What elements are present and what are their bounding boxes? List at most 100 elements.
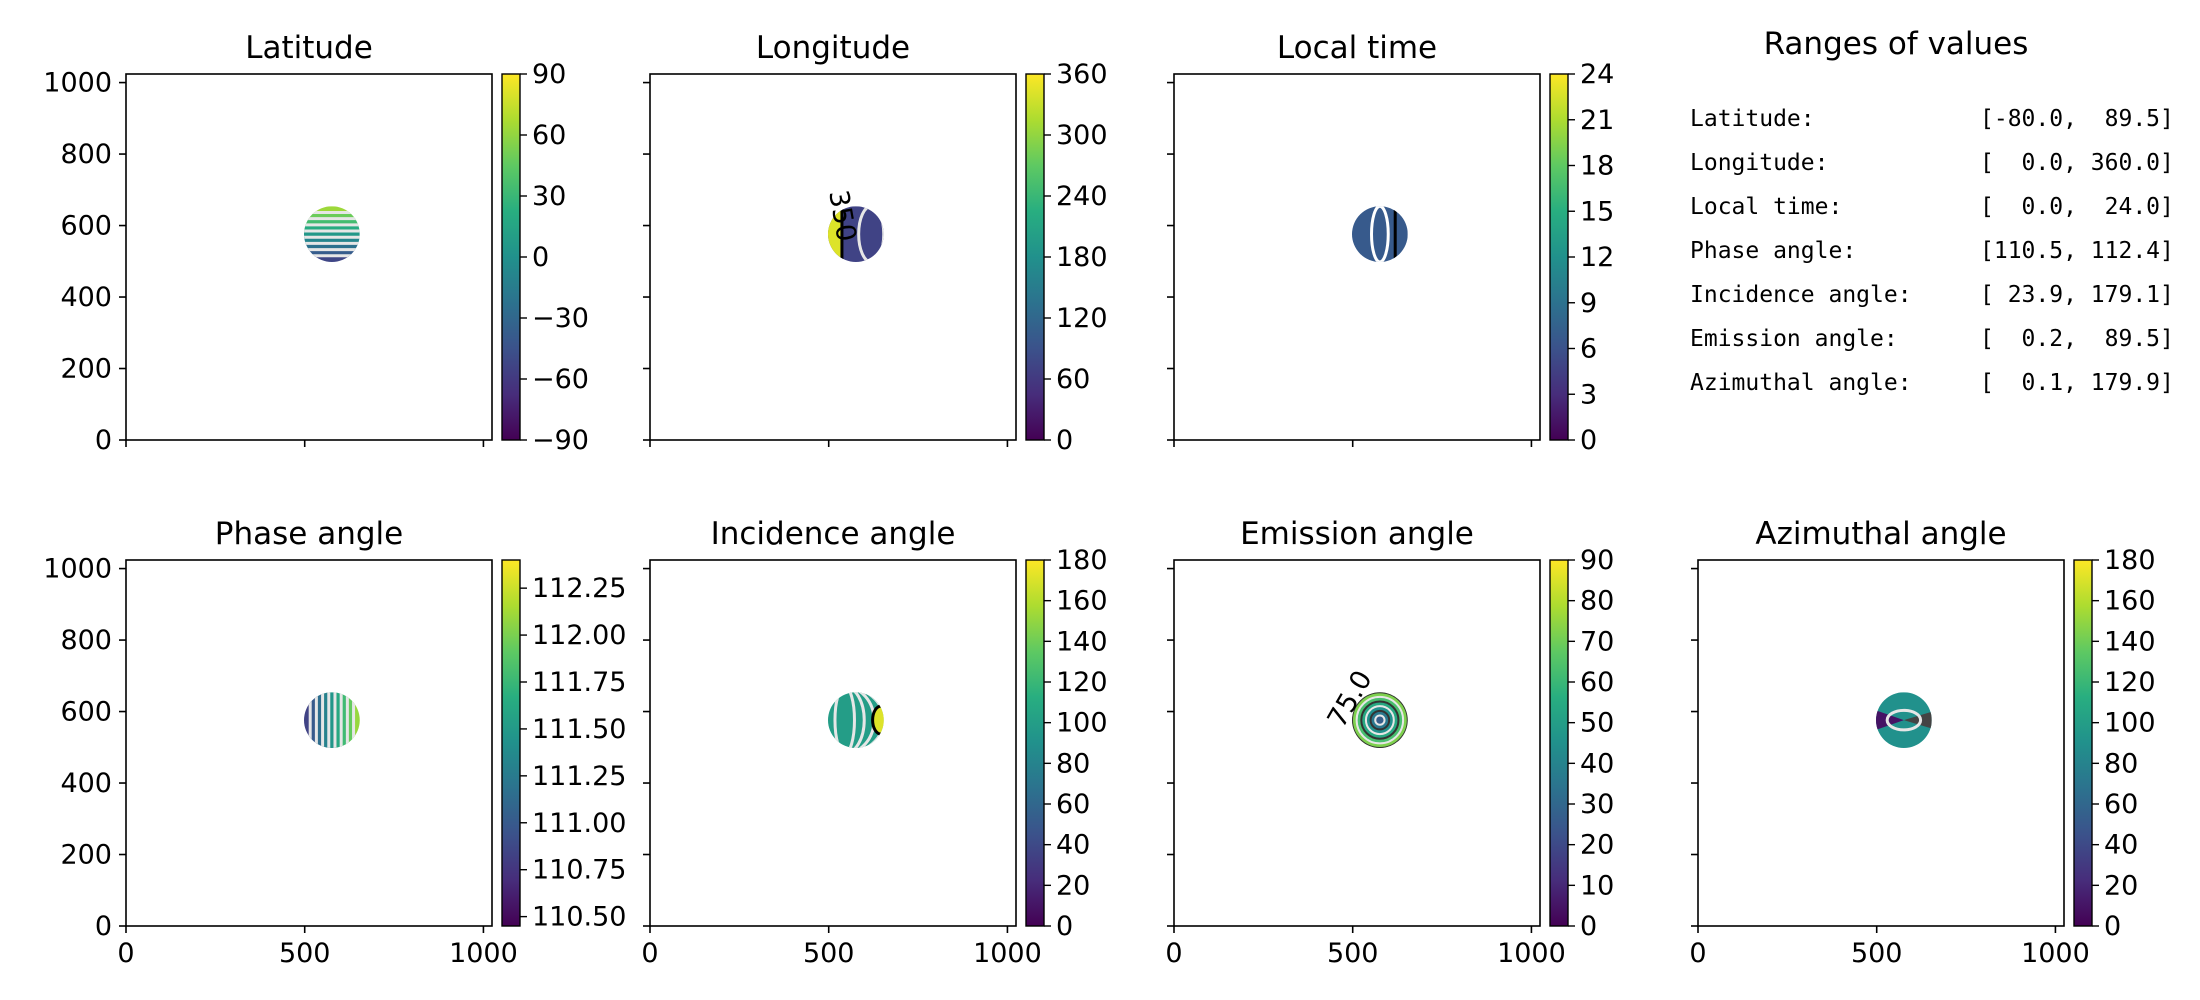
disk-band [303,243,360,251]
panel-title: Local time [1277,30,1437,66]
range-value: [-80.0, 89.5] [1980,106,2174,132]
colorbar-tick-label: 40 [2104,830,2138,861]
disk-band [303,692,312,749]
colorbar-tick-label: 90 [1580,545,1614,576]
colorbar-tick-label: 30 [532,181,566,212]
panel-title: Longitude [756,30,910,66]
colorbar-tick-label: 24 [1580,59,1614,90]
colorbar-tick-label: 0 [532,242,549,273]
colorbar-tick-label: 18 [1580,151,1614,182]
range-value: [110.5, 112.4] [1980,238,2174,264]
colorbar-tick-label: 80 [2104,748,2138,779]
colorbar-tick-label: 0 [1056,425,1073,456]
colorbar-tick-label: 111.50 [532,714,626,745]
axes-frame [125,73,493,441]
disk-image [1875,692,1932,749]
colorbar-tick-label: 100 [1056,708,1108,739]
contour-line [1885,708,1923,732]
axes-frame [1697,559,2065,927]
y-tick-label: 200 [60,354,112,385]
colorbar-tick-label: 110.75 [532,855,626,886]
disk-sector [1903,711,1932,729]
colorbar-tick-label: 140 [1056,626,1108,657]
colorbar-tick-label: 112.00 [532,620,626,651]
disk-band [303,249,360,257]
colorbar-tick-label: 50 [1580,708,1614,739]
colorbar [1025,559,1045,927]
range-value: [ 23.9, 179.1] [1980,282,2174,308]
x-tick-label: 1000 [1497,938,1566,969]
colorbar-tick-label: 3 [1580,379,1597,410]
x-tick-label: 500 [279,938,331,969]
colorbar-tick-label: 111.75 [532,667,626,698]
colorbar-tick-label: 21 [1580,105,1614,136]
colorbar-tick-label: 60 [532,120,566,151]
colorbar-tick-label: 60 [2104,789,2138,820]
axes-frame [649,559,1017,927]
range-row-incidence-angle: Incidence angle: [ 23.9, 179.1] [1690,282,2174,326]
disk-band [353,692,360,749]
colorbar [2073,559,2093,927]
colorbar-tick-label: 12 [1580,242,1614,273]
disk-band [303,218,360,226]
panel-title: Emission angle [1240,516,1474,552]
colorbar-tick-label: 80 [1580,586,1614,617]
colorbar-tick-label: 40 [1580,748,1614,779]
colorbar-tick-label: 60 [1580,667,1614,698]
colorbar [1549,559,1569,927]
colorbar-tick-label: 160 [1056,586,1108,617]
colorbar-tick-label: 300 [1056,120,1108,151]
colorbar-tick-label: 20 [2104,870,2138,901]
colorbar-tick-label: 160 [2104,586,2156,617]
colorbar-tick-label: 120 [1056,303,1108,334]
x-tick-label: 1000 [2021,938,2090,969]
colorbar-tick-label: 0 [1580,911,1597,942]
range-name: Phase angle: [1690,238,1857,264]
colorbar-tick-label: 120 [1056,667,1108,698]
contour-line [827,692,866,749]
colorbar-tick-label: 140 [2104,626,2156,657]
colorbar-tick-label: −60 [532,364,589,395]
y-tick-label: 400 [60,282,112,313]
y-tick-label: 0 [95,425,112,456]
colorbar-tick-label: 110.50 [532,902,626,933]
range-name: Longitude: [1690,150,1829,176]
panel-title: Latitude [245,30,373,66]
y-tick-label: 1000 [43,68,112,99]
panel-latitude: Latitude 0 200 400 600 800 1000 −90 −60 −30 0 30 60 9… [43,30,589,456]
colorbar-tick-label: 80 [1056,748,1090,779]
panel-azimuthal-angle: Azimuthal angle 0 500 1000 0 20 40 60 80 100 120 14… [1689,516,2155,969]
colorbar-tick-label: 40 [1056,830,1090,861]
range-value: [ 0.1, 179.9] [1980,370,2174,396]
disk-fill [1351,206,1408,263]
x-tick-label: 0 [1689,938,1706,969]
axes-frame [649,73,1017,441]
y-tick-label: 0 [95,911,112,942]
colorbar-tick-label: 240 [1056,181,1108,212]
disk-band [328,692,336,749]
x-tick-label: 1000 [449,938,518,969]
colorbar-tick-label: 20 [1580,830,1614,861]
range-row-longitude: Longitude: [ 0.0, 360.0] [1690,150,2174,194]
colorbar-tick-label: 10 [1580,870,1614,901]
disk-band [303,224,360,233]
range-value: [ 0.0, 24.0] [1980,194,2174,220]
panel-title: Phase angle [215,516,403,552]
disk-band [341,692,349,749]
range-name: Azimuthal angle: [1690,370,1912,396]
x-tick-label: 0 [641,938,658,969]
colorbar [501,73,521,441]
colorbar-tick-label: 30 [1580,789,1614,820]
axes-frame [125,559,493,927]
ranges-table: Latitude: [-80.0, 89.5] Longitude: [ 0.0… [1690,106,2174,414]
colorbar-tick-label: 6 [1580,334,1597,365]
y-tick-label: 600 [60,697,112,728]
colorbar-tick-label: 180 [1056,242,1108,273]
colorbar-tick-label: 100 [2104,708,2156,739]
disk-image [1351,206,1408,263]
disk-band [303,231,360,239]
disk-band [303,212,360,220]
colorbar-tick-label: 70 [1580,626,1614,657]
